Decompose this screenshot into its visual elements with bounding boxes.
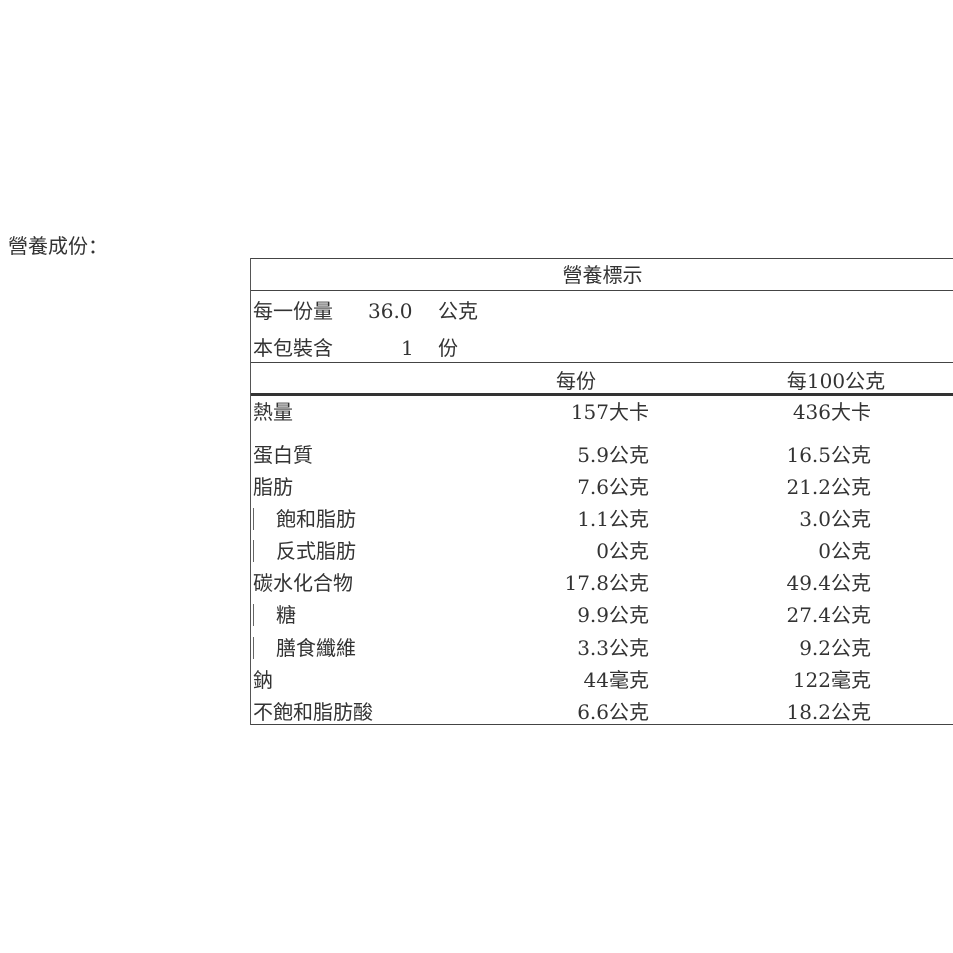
nutrient-name: 蛋白質 — [253, 443, 313, 467]
divider — [251, 362, 953, 363]
nutrient-name: 脂肪 — [253, 475, 293, 499]
nutrient-name: 熱量 — [253, 400, 293, 424]
per-100g-value: 49.4公克 — [786, 571, 871, 595]
per-100g-value: 0公克 — [818, 539, 871, 563]
serving-size-label: 每一份量 — [253, 299, 333, 323]
per-serving-value: 9.9公克 — [577, 603, 649, 627]
nutrition-label-table: 營養標示 每一份量 36.0 公克 本包裝含 1 份 每份 每100公克 熱量 1… — [250, 258, 953, 725]
indent-marker — [253, 540, 254, 562]
nutrient-name: 膳食纖維 — [276, 636, 356, 660]
divider-thick — [251, 393, 953, 396]
per-100g-value: 18.2公克 — [786, 700, 871, 724]
divider — [251, 724, 953, 725]
label-title: 營養標示 — [562, 263, 643, 287]
indent-marker — [253, 508, 254, 530]
per-serving-value: 17.8公克 — [564, 571, 649, 595]
per-100g-value: 436大卡 — [792, 400, 871, 424]
per-100g-value: 3.0公克 — [799, 507, 871, 531]
serving-size-value: 36.0 — [368, 299, 413, 323]
nutrient-name: 飽和脂肪 — [276, 507, 356, 531]
column-header-per-serving: 每份 — [556, 369, 596, 393]
per-serving-value: 6.6公克 — [577, 700, 649, 724]
per-serving-value: 44毫克 — [583, 668, 649, 692]
per-serving-value: 5.9公克 — [577, 443, 649, 467]
per-100g-value: 9.2公克 — [799, 636, 871, 660]
per-100g-value: 122毫克 — [792, 668, 871, 692]
nutrient-name: 碳水化合物 — [253, 571, 353, 595]
column-header-per-100g: 每100公克 — [786, 369, 886, 393]
per-100g-value: 16.5公克 — [786, 443, 871, 467]
per-100g-value: 27.4公克 — [786, 603, 871, 627]
section-heading: 營養成份： — [8, 234, 108, 258]
servings-per-package-unit: 份 — [438, 336, 458, 360]
nutrient-name: 鈉 — [253, 668, 273, 692]
serving-size-unit: 公克 — [438, 299, 478, 323]
nutrient-name: 不飽和脂肪酸 — [253, 700, 373, 724]
indent-marker — [253, 637, 254, 659]
per-serving-value: 1.1公克 — [577, 507, 649, 531]
nutrient-name: 糖 — [276, 603, 296, 627]
per-serving-value: 3.3公克 — [577, 636, 649, 660]
nutrient-name: 反式脂肪 — [276, 539, 356, 563]
per-serving-value: 0公克 — [596, 539, 649, 563]
servings-per-package-value: 1 — [401, 336, 414, 360]
divider — [251, 290, 953, 291]
divider — [251, 258, 953, 259]
indent-marker — [253, 604, 254, 626]
per-serving-value: 7.6公克 — [577, 475, 649, 499]
per-100g-value: 21.2公克 — [786, 475, 871, 499]
servings-per-package-label: 本包裝含 — [253, 336, 333, 360]
per-serving-value: 157大卡 — [570, 400, 649, 424]
